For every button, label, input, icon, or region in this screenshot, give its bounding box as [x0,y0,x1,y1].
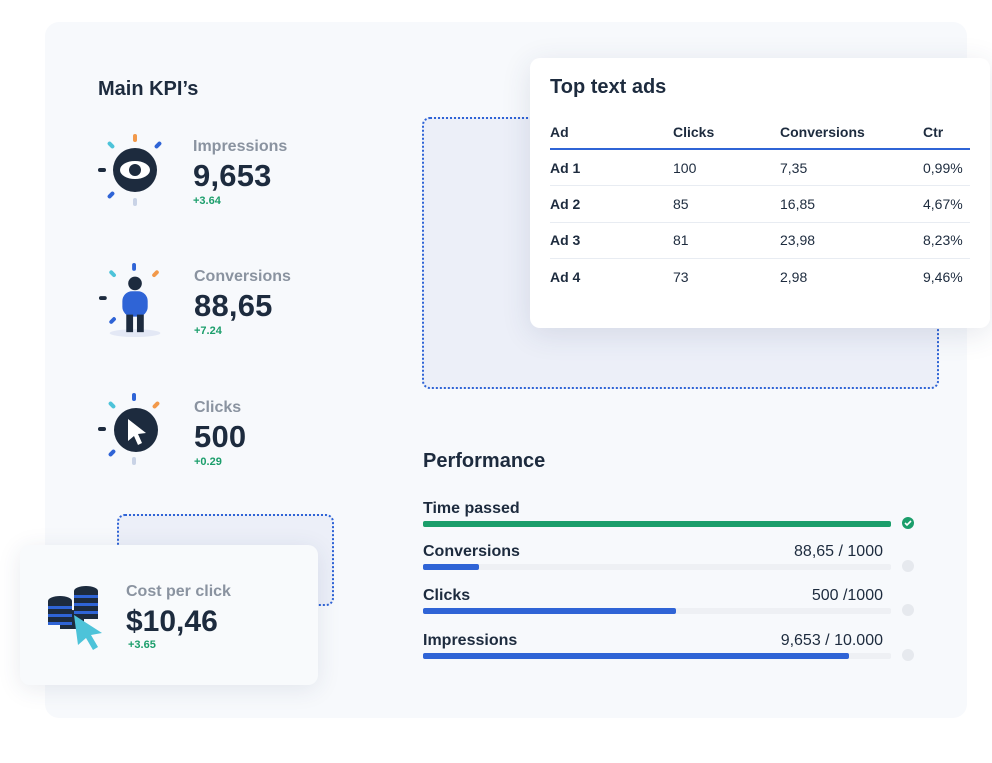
kpi-value: 88,65 [194,288,273,323]
cell-ctr: 0,99% [923,149,970,186]
kpi-value: 500 [194,419,247,454]
eye-icon [98,134,162,206]
person-icon [98,262,161,338]
column-header-clicks[interactable]: Clicks [673,124,780,150]
top-text-ads-title: Top text ads [550,76,667,98]
cell-conversions: 7,35 [780,149,923,186]
kpi-label: Conversions [194,268,291,285]
status-dot-icon [902,560,914,572]
progress-fill [423,608,676,614]
performance-label: Conversions [423,543,520,560]
cell-ctr: 9,46% [923,269,963,285]
performance-value: 88,65 / 1000 [794,543,883,560]
performance-value: 9,653 / 10.000 [780,632,883,649]
cell-clicks: 81 [673,222,780,259]
cell-conversions: 23,98 [780,222,923,259]
column-header-ctr[interactable]: Ctr [923,124,970,150]
main-kpis-title: Main KPI’s [98,78,199,100]
progress-bar [423,564,891,570]
cell-conversions: 16,85 [780,185,923,223]
table-row[interactable]: Ad 4 73 2,98 9,46% [550,259,970,296]
table-row[interactable]: Ad 3 81 23,98 8,23% [550,222,970,259]
coins-cursor-icon [48,586,102,650]
performance-row-conversions: Conversions 88,65 / 1000 [423,543,923,583]
progress-fill [423,653,849,659]
column-header-ad[interactable]: Ad [550,124,673,150]
progress-bar [423,521,891,527]
ads-table: Ad Clicks Conversions Ctr Ad 1 100 7,35 … [550,124,970,295]
kpi-clicks: Clicks 500 +0.29 [98,393,398,483]
cell-ad: Ad 2 [550,185,673,223]
progress-fill [423,564,480,570]
kpi-label: Clicks [194,399,242,416]
performance-label: Impressions [423,632,518,649]
performance-row-time-passed: Time passed [423,500,923,540]
performance-value: 500 /1000 [811,587,883,604]
cell-clicks: 100 [673,149,780,186]
performance-title: Performance [423,450,546,472]
kpi-delta: +3.64 [193,195,221,207]
cell-ad: Ad 1 [550,149,673,186]
cell-clicks: 73 [673,269,689,285]
cell-clicks: 85 [673,185,780,223]
cost-per-click-value: $10,46 [126,605,218,638]
performance-row-impressions: Impressions 9,653 / 10.000 [423,632,923,672]
cost-per-click-delta: +3.65 [128,639,156,651]
kpi-conversions: Conversions 88,65 +7.24 [98,262,398,352]
top-text-ads-card: Top text ads Ad Clicks Conversions Ctr A… [530,58,990,328]
performance-row-clicks: Clicks 500 /1000 [423,587,923,627]
cost-per-click-label: Cost per click [126,583,231,600]
status-dot-icon [902,649,914,661]
table-row[interactable]: Ad 2 85 16,85 4,67% [550,185,970,223]
kpi-delta: +0.29 [194,456,222,468]
kpi-delta: +7.24 [194,325,222,337]
table-header-row: Ad Clicks Conversions Ctr [550,124,970,150]
performance-label: Clicks [423,587,471,604]
cell-conversions: 2,98 [780,269,808,285]
cell-ctr: 8,23% [923,222,970,259]
progress-bar [423,608,891,614]
cell-ad: Ad 3 [550,222,673,259]
performance-label: Time passed [423,500,520,517]
check-icon [902,517,914,529]
progress-bar [423,653,891,659]
cell-ad: Ad 4 [550,269,581,285]
cursor-icon [98,393,160,465]
column-header-conversions[interactable]: Conversions [780,124,923,150]
kpi-label: Impressions [193,138,288,155]
table-row[interactable]: Ad 1 100 7,35 0,99% [550,149,970,186]
kpi-value: 9,653 [193,158,272,193]
progress-fill [423,521,891,527]
cell-ctr: 4,67% [923,185,970,223]
kpi-impressions: Impressions 9,653 +3.64 [97,132,397,222]
status-dot-icon [902,604,914,616]
cost-per-click-card[interactable]: Cost per click $10,46 +3.65 [20,545,318,685]
